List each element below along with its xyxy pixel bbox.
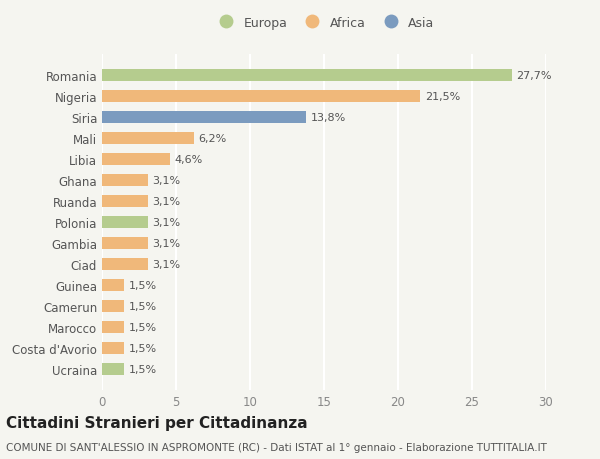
- Bar: [102, 259, 148, 270]
- Text: 3,1%: 3,1%: [152, 259, 181, 269]
- Text: 1,5%: 1,5%: [128, 322, 157, 332]
- Bar: [102, 322, 124, 333]
- Bar: [102, 154, 170, 166]
- Bar: [102, 280, 124, 291]
- Text: Cittadini Stranieri per Cittadinanza: Cittadini Stranieri per Cittadinanza: [6, 415, 308, 431]
- Bar: [102, 112, 306, 123]
- Bar: [102, 217, 148, 229]
- Legend: Europa, Africa, Asia: Europa, Africa, Asia: [209, 11, 439, 34]
- Bar: [102, 238, 148, 249]
- Bar: [102, 196, 148, 207]
- Bar: [102, 175, 148, 186]
- Bar: [102, 70, 512, 82]
- Text: 1,5%: 1,5%: [128, 343, 157, 353]
- Text: 3,1%: 3,1%: [152, 197, 181, 207]
- Text: 3,1%: 3,1%: [152, 239, 181, 248]
- Text: 6,2%: 6,2%: [198, 134, 226, 144]
- Text: COMUNE DI SANT'ALESSIO IN ASPROMONTE (RC) - Dati ISTAT al 1° gennaio - Elaborazi: COMUNE DI SANT'ALESSIO IN ASPROMONTE (RC…: [6, 442, 547, 452]
- Text: 1,5%: 1,5%: [128, 280, 157, 291]
- Text: 21,5%: 21,5%: [425, 92, 460, 102]
- Text: 1,5%: 1,5%: [128, 302, 157, 311]
- Text: 27,7%: 27,7%: [517, 71, 552, 81]
- Text: 1,5%: 1,5%: [128, 364, 157, 374]
- Text: 3,1%: 3,1%: [152, 218, 181, 228]
- Bar: [102, 364, 124, 375]
- Bar: [102, 133, 194, 145]
- Bar: [102, 301, 124, 312]
- Text: 4,6%: 4,6%: [175, 155, 203, 165]
- Text: 13,8%: 13,8%: [311, 113, 346, 123]
- Text: 3,1%: 3,1%: [152, 176, 181, 186]
- Bar: [102, 342, 124, 354]
- Bar: [102, 91, 420, 103]
